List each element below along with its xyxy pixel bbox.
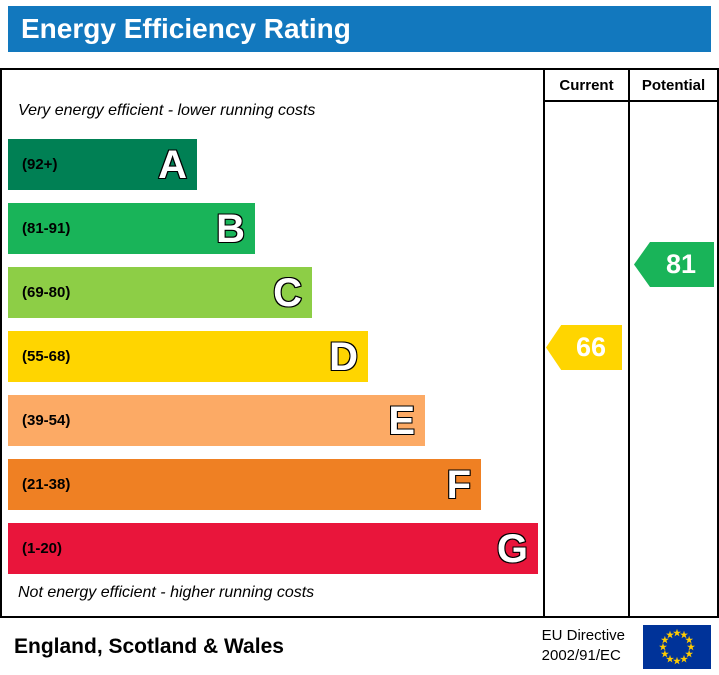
- current-column-divider: [543, 70, 545, 616]
- current-rating-pointer: 66: [546, 325, 622, 370]
- band-row-e: (39-54) E: [8, 395, 425, 446]
- eu-flag-icon: [643, 625, 711, 669]
- band-row-c: (69-80) C: [8, 267, 312, 318]
- rating-chart: Current Potential Very energy efficient …: [0, 68, 719, 618]
- band-row-d: (55-68) D: [8, 331, 368, 382]
- band-row-g: (1-20) G: [8, 523, 538, 574]
- eu-directive-line1: EU Directive: [541, 627, 625, 644]
- band-range: (1-20): [22, 540, 63, 557]
- band-range: (81-91): [22, 220, 71, 237]
- band-range: (69-80): [22, 284, 71, 301]
- region-label: England, Scotland & Wales: [14, 634, 284, 658]
- band-letter: E: [387, 398, 416, 443]
- footer: England, Scotland & Wales EU Directive 2…: [0, 618, 719, 675]
- band-letter: C: [272, 270, 303, 315]
- band-letter: G: [496, 526, 529, 571]
- potential-column-header: Potential: [641, 76, 706, 94]
- band-range: (92+): [22, 156, 58, 173]
- column-header-underline: [543, 100, 717, 102]
- top-note: Very energy efficient - lower running co…: [18, 102, 316, 119]
- band-range: (21-38): [22, 476, 71, 493]
- eu-directive-label: EU Directive 2002/91/EC: [542, 626, 625, 666]
- potential-rating-pointer: 81: [634, 242, 714, 287]
- bottom-note: Not energy efficient - higher running co…: [18, 584, 315, 601]
- band-row-b: (81-91) B: [8, 203, 255, 254]
- band-letter: B: [215, 206, 246, 251]
- band-letter: F: [446, 462, 472, 507]
- current-column-header: Current: [559, 76, 614, 94]
- eu-directive-line2: 2002/91/EC: [541, 647, 621, 664]
- band-range: (55-68): [22, 348, 71, 365]
- band-letter: A: [157, 142, 188, 187]
- page-title: Energy Efficiency Rating: [8, 6, 711, 52]
- band-range: (39-54): [22, 412, 71, 429]
- band-letter: D: [328, 334, 359, 379]
- band-row-a: (92+) A: [8, 139, 197, 190]
- band-row-f: (21-38) F: [8, 459, 481, 510]
- potential-column-divider: [628, 70, 630, 616]
